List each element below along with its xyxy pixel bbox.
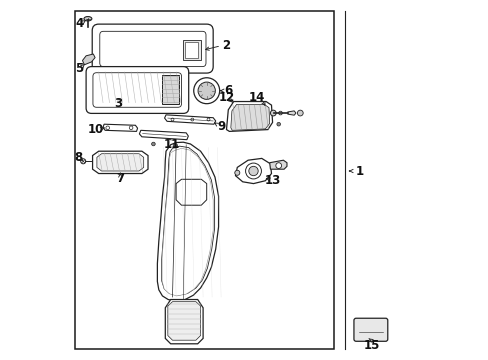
Polygon shape: [164, 115, 215, 124]
Text: 9: 9: [217, 120, 225, 133]
Circle shape: [151, 142, 155, 146]
Circle shape: [190, 118, 193, 121]
Circle shape: [81, 159, 85, 164]
Text: 4: 4: [75, 17, 83, 30]
Polygon shape: [162, 148, 213, 296]
Circle shape: [206, 118, 209, 121]
Circle shape: [171, 118, 174, 121]
Text: 7: 7: [116, 172, 124, 185]
Text: 12: 12: [219, 91, 235, 104]
Circle shape: [198, 82, 215, 99]
Circle shape: [106, 126, 109, 130]
Bar: [75, 11, 334, 349]
Circle shape: [193, 78, 219, 104]
Text: 1: 1: [355, 165, 363, 177]
FancyBboxPatch shape: [92, 24, 213, 73]
Circle shape: [234, 170, 239, 175]
Circle shape: [248, 166, 258, 176]
Bar: [185, 42, 198, 58]
FancyBboxPatch shape: [353, 318, 387, 341]
Circle shape: [297, 110, 303, 116]
Polygon shape: [103, 124, 137, 131]
Polygon shape: [157, 142, 218, 301]
Circle shape: [278, 111, 282, 115]
FancyBboxPatch shape: [100, 31, 205, 67]
Polygon shape: [287, 111, 295, 115]
Bar: [162, 75, 179, 104]
Polygon shape: [162, 146, 214, 295]
Polygon shape: [269, 160, 286, 169]
Bar: [183, 40, 200, 60]
Text: 6: 6: [224, 84, 232, 97]
Polygon shape: [139, 130, 188, 140]
Polygon shape: [97, 154, 143, 171]
Circle shape: [173, 144, 177, 148]
Text: 11: 11: [163, 138, 180, 150]
FancyBboxPatch shape: [86, 67, 188, 113]
Text: 2: 2: [222, 39, 230, 51]
Text: 15: 15: [364, 339, 380, 352]
Text: 3: 3: [114, 97, 122, 110]
Polygon shape: [176, 179, 206, 205]
Polygon shape: [167, 302, 200, 340]
Circle shape: [275, 163, 281, 168]
Circle shape: [276, 122, 280, 126]
Text: 14: 14: [248, 91, 265, 104]
Polygon shape: [165, 300, 203, 344]
Text: 13: 13: [264, 174, 281, 187]
Text: 10: 10: [88, 123, 104, 136]
Text: 5: 5: [75, 62, 83, 75]
Polygon shape: [82, 54, 95, 65]
Circle shape: [245, 163, 261, 179]
Circle shape: [129, 126, 133, 130]
Ellipse shape: [84, 17, 92, 21]
Polygon shape: [230, 104, 269, 130]
Polygon shape: [92, 151, 148, 174]
FancyBboxPatch shape: [93, 73, 181, 107]
Polygon shape: [235, 158, 271, 184]
Polygon shape: [226, 102, 272, 131]
Text: 8: 8: [74, 151, 82, 164]
Circle shape: [270, 110, 276, 116]
